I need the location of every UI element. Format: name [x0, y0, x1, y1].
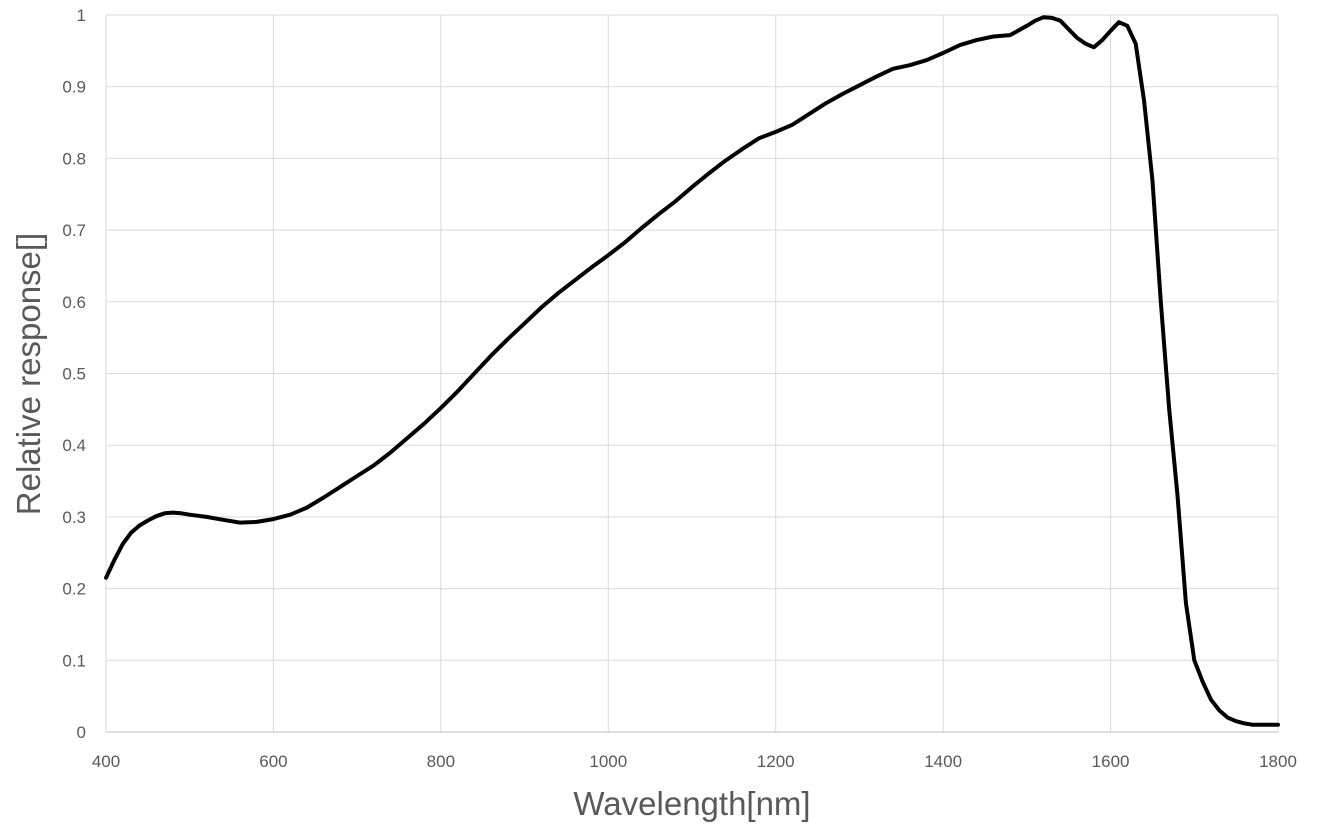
y-tick-label: 0.6 [62, 293, 86, 312]
x-tick-label: 1800 [1259, 752, 1297, 771]
gridlines [106, 14, 1279, 732]
x-tick-label: 1000 [589, 752, 627, 771]
series-line [104, 15, 1280, 727]
x-tick-label: 1600 [1092, 752, 1130, 771]
y-tick-label: 0.3 [62, 508, 86, 527]
x-tick-label: 1200 [757, 752, 795, 771]
y-tick-label: 0.9 [62, 78, 86, 97]
x-tick-label: 800 [427, 752, 455, 771]
x-tick-label: 1400 [924, 752, 962, 771]
y-tick-label: 0.8 [62, 149, 86, 168]
x-tick-label: 600 [259, 752, 287, 771]
y-tick-label: 0.2 [62, 580, 86, 599]
y-tick-label: 1 [77, 6, 86, 25]
x-axis-title: Wavelength[nm] [573, 785, 810, 822]
x-tick-label: 400 [92, 752, 120, 771]
y-tick-label: 0 [77, 723, 86, 742]
y-tick-label: 0.5 [62, 365, 86, 384]
y-tick-label: 0.1 [62, 651, 86, 670]
axes [105, 15, 1278, 733]
y-axis-title: Relative response[] [10, 233, 47, 515]
y-tick-label: 0.4 [62, 436, 86, 455]
series-layer [104, 15, 1280, 727]
y-tick-label: 0.7 [62, 221, 86, 240]
